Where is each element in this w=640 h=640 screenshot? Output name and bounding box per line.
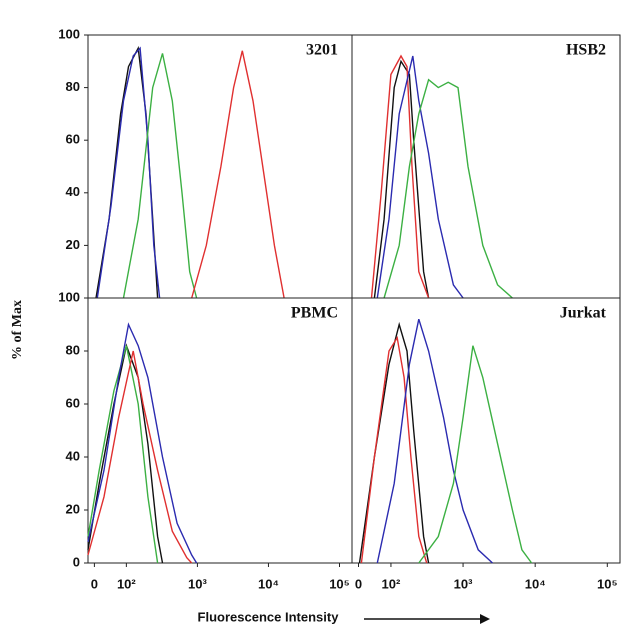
- histogram-line: [191, 50, 285, 299]
- panel-title: 3201: [306, 42, 338, 59]
- x-tick-label: 10⁵: [597, 576, 618, 591]
- x-tick-label: 10⁴: [525, 576, 546, 591]
- y-tick-label: 100: [58, 26, 80, 41]
- x-tick-label: 10²: [382, 576, 401, 591]
- x-tick-label: 0: [355, 576, 362, 591]
- y-tick-label: 80: [66, 342, 80, 357]
- x-axis-label: Fluorescence Intensity: [198, 609, 340, 624]
- histogram-line: [370, 54, 430, 299]
- y-tick-label: 20: [66, 237, 80, 252]
- histogram-line: [87, 322, 198, 564]
- histogram-line: [376, 55, 464, 299]
- y-tick-label: 40: [66, 448, 80, 463]
- histogram-line: [376, 318, 493, 564]
- histogram-line: [87, 345, 159, 564]
- y-tick-label: 100: [58, 289, 80, 304]
- y-tick-label: 80: [66, 79, 80, 94]
- panel-frame: [351, 297, 621, 564]
- y-tick-label: 20: [66, 501, 80, 516]
- arrow: [364, 614, 490, 624]
- histogram-line: [418, 345, 533, 564]
- histogram-line: [383, 78, 513, 299]
- histogram-line: [87, 350, 193, 564]
- x-tick-label: 10²: [117, 576, 136, 591]
- histogram-line: [87, 343, 164, 564]
- histogram-line: [122, 53, 198, 299]
- y-tick-label: 0: [73, 554, 80, 569]
- panel-frame: [351, 34, 621, 299]
- y-tick-label: 60: [66, 132, 80, 147]
- histogram-line: [373, 59, 430, 299]
- panel-frame: [87, 297, 353, 564]
- x-tick-label: 10³: [188, 576, 207, 591]
- y-axis-label: % of Max: [10, 300, 25, 360]
- panel-title: PBMC: [291, 305, 338, 322]
- x-tick-label: 10⁵: [329, 576, 350, 591]
- histogram-line: [96, 46, 161, 299]
- histogram-line: [360, 335, 428, 564]
- panel-title: HSB2: [566, 42, 606, 59]
- panel-title: Jurkat: [560, 305, 607, 322]
- x-tick-label: 10⁴: [258, 576, 279, 591]
- x-tick-label: 10³: [454, 576, 473, 591]
- y-tick-label: 40: [66, 184, 80, 199]
- x-tick-label: 0: [91, 576, 98, 591]
- y-tick-label: 60: [66, 395, 80, 410]
